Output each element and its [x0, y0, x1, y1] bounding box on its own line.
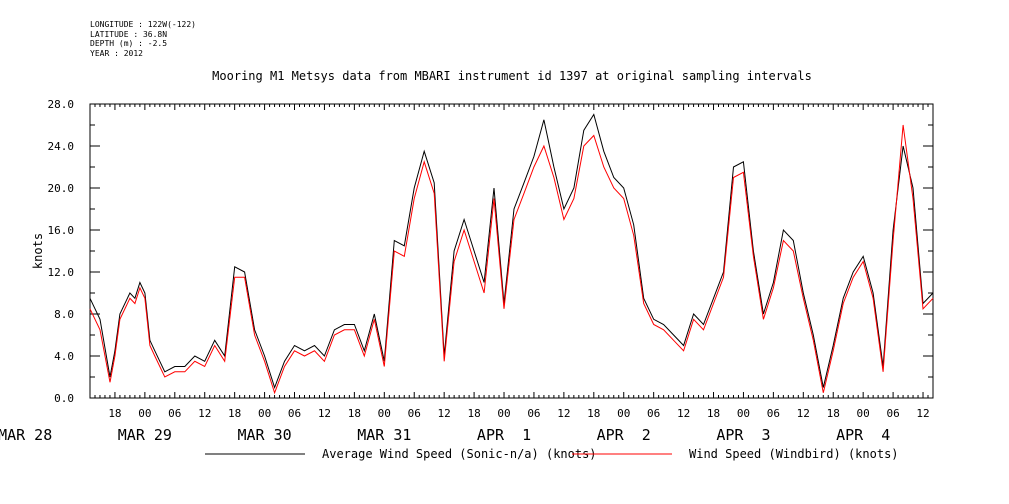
- x-tick-label: 18: [467, 407, 480, 420]
- x-tick-label: 06: [168, 407, 181, 420]
- x-tick-label: 06: [288, 407, 301, 420]
- date-label: APR 4: [836, 426, 890, 444]
- x-tick-label: 06: [408, 407, 421, 420]
- y-tick-label: 12.0: [48, 266, 75, 279]
- x-tick-label: 06: [527, 407, 540, 420]
- legend-label-windbird: Wind Speed (Windbird) (knots): [689, 447, 899, 461]
- y-tick-label: 4.0: [54, 350, 74, 363]
- x-tick-label: 00: [497, 407, 510, 420]
- x-tick-label: 12: [318, 407, 331, 420]
- x-axis-date-labels: MAR 28 MAR 29 MAR 30 MAR 31 APR 1 APR 2 APR 3 A…: [0, 426, 890, 444]
- x-tick-label: 18: [348, 407, 361, 420]
- x-tick-label: 12: [916, 407, 929, 420]
- latitude-text: LATITUDE : 36.8N: [90, 29, 168, 39]
- date-label: APR 2: [597, 426, 651, 444]
- y-tick-label: 20.0: [48, 182, 75, 195]
- series-lines: [89, 113, 934, 395]
- y-tick-label: 16.0: [48, 224, 75, 237]
- location-metadata: LONGITUDE : 122W(-122) LATITUDE : 36.8N …: [90, 20, 196, 58]
- x-tick-label: 00: [737, 407, 750, 420]
- date-label: APR 3: [716, 426, 770, 444]
- y-tick-label: 28.0: [48, 98, 75, 111]
- x-tick-label: 18: [707, 407, 720, 420]
- y-tick-label: 8.0: [54, 308, 74, 321]
- x-tick-label: 06: [647, 407, 660, 420]
- series-line-windbird: [89, 124, 934, 395]
- x-tick-label: 12: [198, 407, 211, 420]
- series-line-sonic: [89, 113, 934, 390]
- chart-title: Mooring M1 Metsys data from MBARI instru…: [212, 69, 812, 83]
- date-label: MAR 29: [118, 426, 172, 444]
- y-tick-label: 0.0: [54, 392, 74, 405]
- x-tick-label: 00: [258, 407, 271, 420]
- legend: Average Wind Speed (Sonic-n/a) (knots) W…: [205, 447, 899, 461]
- y-axis-labels: 0.0 4.0 8.0 12.0 16.0 20.0 24.0 28.0: [48, 98, 75, 405]
- x-tick-label: 12: [677, 407, 690, 420]
- x-tick-label: 12: [557, 407, 570, 420]
- axis-ticks: [89, 103, 934, 399]
- legend-label-sonic: Average Wind Speed (Sonic-n/a) (knots): [322, 447, 597, 461]
- x-tick-label: 00: [138, 407, 151, 420]
- date-label: MAR 30: [237, 426, 291, 444]
- x-tick-label: 00: [617, 407, 630, 420]
- y-tick-label: 24.0: [48, 140, 75, 153]
- x-tick-label: 18: [587, 407, 600, 420]
- x-tick-label: 12: [438, 407, 451, 420]
- date-label: MAR 28: [0, 426, 52, 444]
- plot-frame: [89, 103, 934, 399]
- x-tick-label: 18: [108, 407, 121, 420]
- x-tick-label: 18: [827, 407, 840, 420]
- depth-text: DEPTH (m) : -2.5: [90, 39, 168, 48]
- y-axis-label: knots: [31, 233, 45, 269]
- x-tick-label: 18: [228, 407, 241, 420]
- x-tick-label: 00: [378, 407, 391, 420]
- x-tick-label: 00: [857, 407, 870, 420]
- date-label: MAR 31: [357, 426, 411, 444]
- longitude-text: LONGITUDE : 122W(-122): [90, 20, 196, 29]
- x-tick-label: 06: [886, 407, 899, 420]
- x-axis-hour-labels: 18 00 06 12 18 00 06 12 18 00 06 12 18 00 06 12 18 00 06 12…: [108, 407, 929, 420]
- year-text: YEAR : 2012: [90, 48, 143, 58]
- x-tick-label: 06: [767, 407, 780, 420]
- x-tick-label: 12: [797, 407, 810, 420]
- date-label: APR 1: [477, 426, 531, 444]
